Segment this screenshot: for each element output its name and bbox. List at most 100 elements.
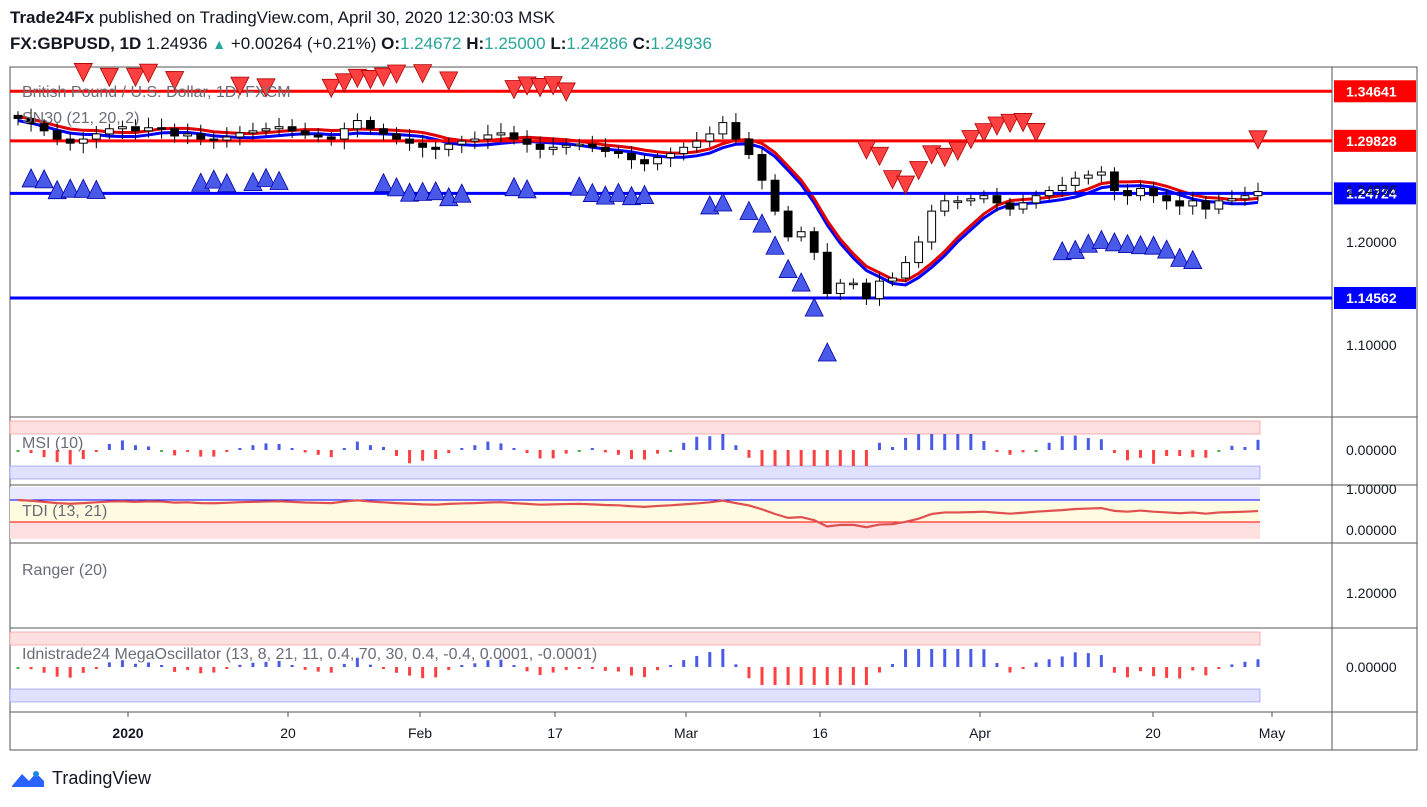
mega-bar xyxy=(682,660,686,667)
mega-bar xyxy=(1073,652,1077,667)
candle-body xyxy=(1123,190,1132,197)
candle-body xyxy=(483,134,493,140)
buy-signal-icon xyxy=(1183,249,1203,269)
mega-bar xyxy=(381,667,385,669)
mega-bar xyxy=(173,667,177,672)
mega-bar xyxy=(708,652,712,667)
ohlc-line: FX:GBPUSD, 1D 1.24936 ▲ +0.00264 (+0.21%… xyxy=(10,34,712,54)
msi-bar xyxy=(55,450,59,462)
mega-bar xyxy=(1217,667,1221,669)
candle-body xyxy=(379,128,388,135)
mega-bar xyxy=(1112,667,1116,673)
msi-bar xyxy=(225,450,229,452)
msi-bar xyxy=(734,445,738,450)
candle-body xyxy=(574,143,584,147)
sell-signal-icon xyxy=(530,78,550,98)
sell-signal-icon xyxy=(256,78,276,98)
msi-bar xyxy=(499,443,503,450)
msi-oversold-zone xyxy=(9,465,1261,480)
price-axis[interactable]: 1.34641 1.29828 1.24724 1.14562 1.24936 1.200… xyxy=(1334,80,1416,353)
msi-pane[interactable]: 0.00000 xyxy=(9,420,1397,480)
brand-name: TradingView xyxy=(52,768,152,788)
sell-signal-icon xyxy=(321,78,341,99)
buy-signal-icon xyxy=(582,182,602,202)
tdi-line xyxy=(17,498,1259,529)
msi-bar xyxy=(590,448,594,450)
mega-bar xyxy=(512,665,516,667)
msi-bar xyxy=(838,450,842,466)
mega-bar xyxy=(956,649,960,667)
mega-bar xyxy=(303,667,307,670)
main-title: British Pound / U.S. Dollar, 1D, FXCM xyxy=(22,84,291,101)
candle-body xyxy=(548,146,558,150)
sell-signal-icon xyxy=(987,116,1007,136)
buy-signal-icon xyxy=(1065,239,1085,259)
mega-bar xyxy=(669,665,673,667)
msi-bar xyxy=(316,450,320,455)
msi-bar xyxy=(342,448,346,450)
ranger-y-tick: 1.20000 xyxy=(1346,585,1397,601)
open-value: 1.24672 xyxy=(400,34,462,53)
mega-bar xyxy=(525,667,529,672)
buy-signal-icon xyxy=(804,297,824,317)
buy-signal-icon xyxy=(191,172,211,192)
candle-body xyxy=(718,122,728,135)
x-tick-label-6: Apr xyxy=(969,725,991,741)
msi-bar xyxy=(94,450,98,452)
sell-signal-icon xyxy=(856,140,877,160)
main-y-tick-0: 1.20000 xyxy=(1346,234,1397,250)
candle-body xyxy=(65,138,75,144)
tradingview-logo[interactable]: TradingView xyxy=(10,768,151,789)
mega-bar xyxy=(316,667,320,672)
msi-bar xyxy=(564,450,568,454)
msi-bar xyxy=(160,450,164,452)
buy-signal-icon xyxy=(1091,229,1112,249)
msi-bar xyxy=(1112,450,1116,453)
time-axis[interactable]: 2020 20 Feb 17 Mar 16 Apr 20 May xyxy=(112,712,1285,741)
candle-body xyxy=(339,128,349,140)
msi-bar xyxy=(1256,439,1260,450)
buy-signal-icon xyxy=(1156,239,1177,259)
mega-bar xyxy=(1256,659,1260,667)
candle-body xyxy=(992,195,1002,204)
ranger-pane[interactable]: 1.20000 xyxy=(1346,585,1397,601)
x-tick-label-3: 17 xyxy=(547,725,563,741)
tdi-pane[interactable]: 1.00000 0.00000 xyxy=(10,481,1397,539)
msi-bar xyxy=(1178,450,1182,456)
last-price-axis-label: 1.24936 xyxy=(1346,182,1397,198)
buy-signal-icon xyxy=(569,176,589,196)
mega-pane[interactable]: 0.00000 xyxy=(9,631,1397,703)
msi-bar xyxy=(486,441,490,450)
mega-bar xyxy=(368,664,372,667)
mega-bar xyxy=(290,665,294,667)
msi-bar xyxy=(786,450,790,466)
msi-bar xyxy=(904,438,908,450)
candle-body xyxy=(1005,202,1015,210)
msi-bar xyxy=(1217,450,1221,452)
sn30-mid-red xyxy=(17,114,1259,283)
mega-bar xyxy=(199,667,203,674)
mega-bar xyxy=(238,664,242,667)
candle-body xyxy=(522,138,532,145)
mega-bar xyxy=(107,662,111,667)
candle-body xyxy=(1175,200,1185,207)
mega-bar xyxy=(251,662,255,667)
candle-body xyxy=(235,132,245,138)
mega-bar xyxy=(930,649,934,667)
mega-bar xyxy=(16,667,20,669)
candle-body xyxy=(470,138,480,142)
mega-bar xyxy=(721,649,725,667)
main-pane[interactable] xyxy=(10,63,1332,362)
msi-bar xyxy=(434,450,438,459)
candle-body xyxy=(131,126,140,132)
mega-bar xyxy=(616,667,620,672)
msi-bar xyxy=(473,445,477,450)
msi-bar xyxy=(81,450,85,459)
mega-bar xyxy=(434,667,438,678)
tdi-band-fill xyxy=(10,500,1260,522)
tdi-label: TDI (13, 21) xyxy=(22,503,107,520)
low-label: L: xyxy=(550,34,567,53)
candle-body xyxy=(1057,184,1067,192)
tdi-lower-zone xyxy=(10,522,1260,539)
